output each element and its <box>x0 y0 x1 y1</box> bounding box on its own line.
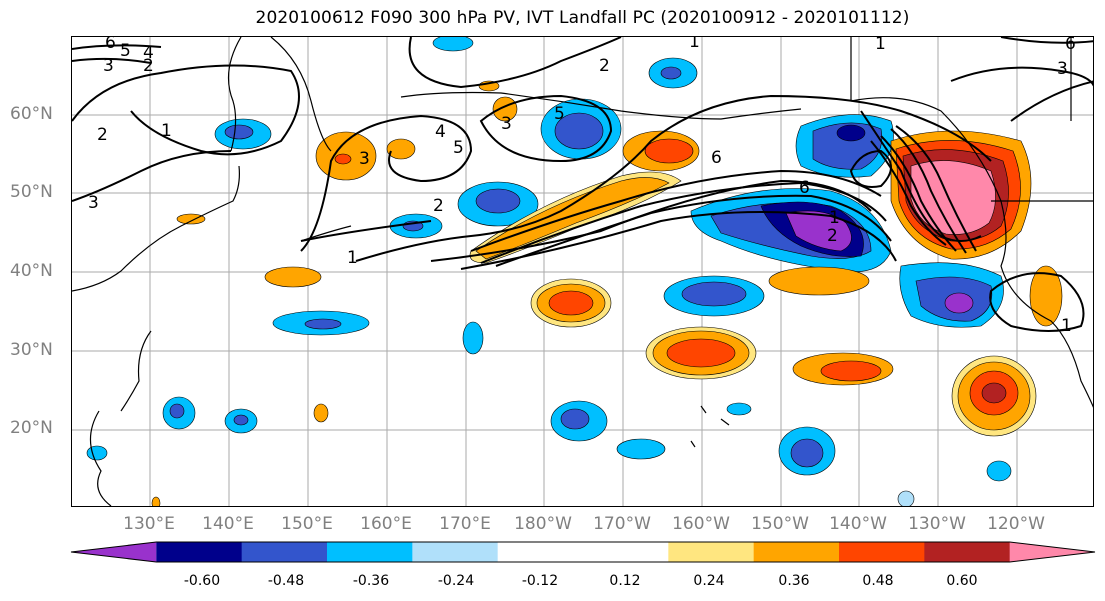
lat-label-30: 30°N <box>10 340 53 360</box>
pv-contours <box>72 37 1093 332</box>
map-canvas: 6 5 4 3 2 2 3 1 1 4 5 3 2 2 1 6 6 1 2 1 … <box>72 37 1093 506</box>
colorbar-outline <box>70 541 1096 563</box>
contour-label: 2 <box>827 226 838 246</box>
colorbar-segment <box>71 542 157 562</box>
lon-label-130w: 130°W <box>908 514 966 534</box>
colorbar-segment <box>1009 542 1095 562</box>
lon-label-180w: 180°W <box>514 514 572 534</box>
contour-label: 5 <box>554 104 565 124</box>
contour-label: 4 <box>435 122 446 142</box>
colorbar-segment <box>156 542 243 562</box>
lon-label-170e: 170°E <box>439 514 491 534</box>
colorbar-segment <box>241 542 328 562</box>
contour-label: 2 <box>599 56 610 76</box>
colorbar-tick-label: -0.60 <box>183 573 221 589</box>
contour-label: 6 <box>799 178 810 198</box>
contour-label: 1 <box>161 121 172 141</box>
colorbar-segment <box>839 542 925 562</box>
colorbar-segment <box>497 542 584 562</box>
contour-label: 1 <box>875 37 886 54</box>
contour-label: 6 <box>711 148 722 168</box>
contour-label: 5 <box>120 41 131 61</box>
contour-label: 1 <box>1061 316 1072 336</box>
lon-label-140e: 140°E <box>202 514 254 534</box>
lon-label-150e: 150°E <box>281 514 333 534</box>
colorbar-segment <box>583 542 669 562</box>
contour-label: 2 <box>433 196 444 216</box>
colorbar-tick-label: 0.12 <box>609 573 641 589</box>
contour-label: 3 <box>359 149 370 169</box>
contour-label: 4 <box>143 43 154 63</box>
contour-label: 3 <box>1057 59 1068 79</box>
lon-label-160e: 160°E <box>360 514 412 534</box>
contour-label: 3 <box>88 193 99 213</box>
contour-label: 1 <box>347 248 358 268</box>
contour-labels: 6 5 4 3 2 2 3 1 1 4 5 3 2 2 1 6 6 1 2 1 … <box>88 37 1076 336</box>
lon-label-160w: 160°W <box>672 514 730 534</box>
lon-label-150w: 150°W <box>751 514 809 534</box>
contour-label: 2 <box>143 56 154 76</box>
lon-label-170w: 170°W <box>593 514 651 534</box>
contour-label: 2 <box>97 125 108 145</box>
lon-label-120w: 120°W <box>987 514 1045 534</box>
colorbar-tick-label: -0.36 <box>352 573 390 589</box>
colorbar-segment <box>924 542 1011 562</box>
colorbar-tick-label: 0.36 <box>778 573 810 589</box>
contour-label: 1 <box>829 208 840 228</box>
lat-label-40: 40°N <box>10 261 53 281</box>
colorbar-tick-label: 0.48 <box>862 573 894 589</box>
lat-label-50: 50°N <box>10 182 53 202</box>
lon-label-140w: 140°W <box>829 514 887 534</box>
colorbar <box>70 541 1096 563</box>
colorbar-segment <box>668 542 755 562</box>
colorbar-tick-label: -0.12 <box>521 573 559 589</box>
lon-label-130e: 130°E <box>123 514 175 534</box>
colorbar-segment <box>753 542 840 562</box>
pv-shading <box>86 37 1063 506</box>
colorbar-tick-label: -0.48 <box>267 573 305 589</box>
contour-label: 3 <box>103 56 114 76</box>
colorbar-tick-label: 0.60 <box>946 573 978 589</box>
contour-label: 5 <box>453 138 464 158</box>
colorbar-tick-label: 0.24 <box>693 573 725 589</box>
contour-label: 3 <box>501 114 512 134</box>
colorbar-segments <box>70 541 1096 563</box>
colorbar-segment <box>412 542 499 562</box>
lat-label-60: 60°N <box>10 104 53 124</box>
lat-label-20: 20°N <box>10 418 53 438</box>
contour-label: 6 <box>105 37 116 53</box>
map-title: 2020100612 F090 300 hPa PV, IVT Landfall… <box>255 8 910 28</box>
contour-label: 1 <box>689 37 700 52</box>
contour-label: 6 <box>1065 37 1076 54</box>
map-panel: 6 5 4 3 2 2 3 1 1 4 5 3 2 2 1 6 6 1 2 1 … <box>71 36 1094 507</box>
colorbar-tick-label: -0.24 <box>437 573 475 589</box>
coastlines <box>72 37 1093 506</box>
colorbar-segment <box>327 542 413 562</box>
